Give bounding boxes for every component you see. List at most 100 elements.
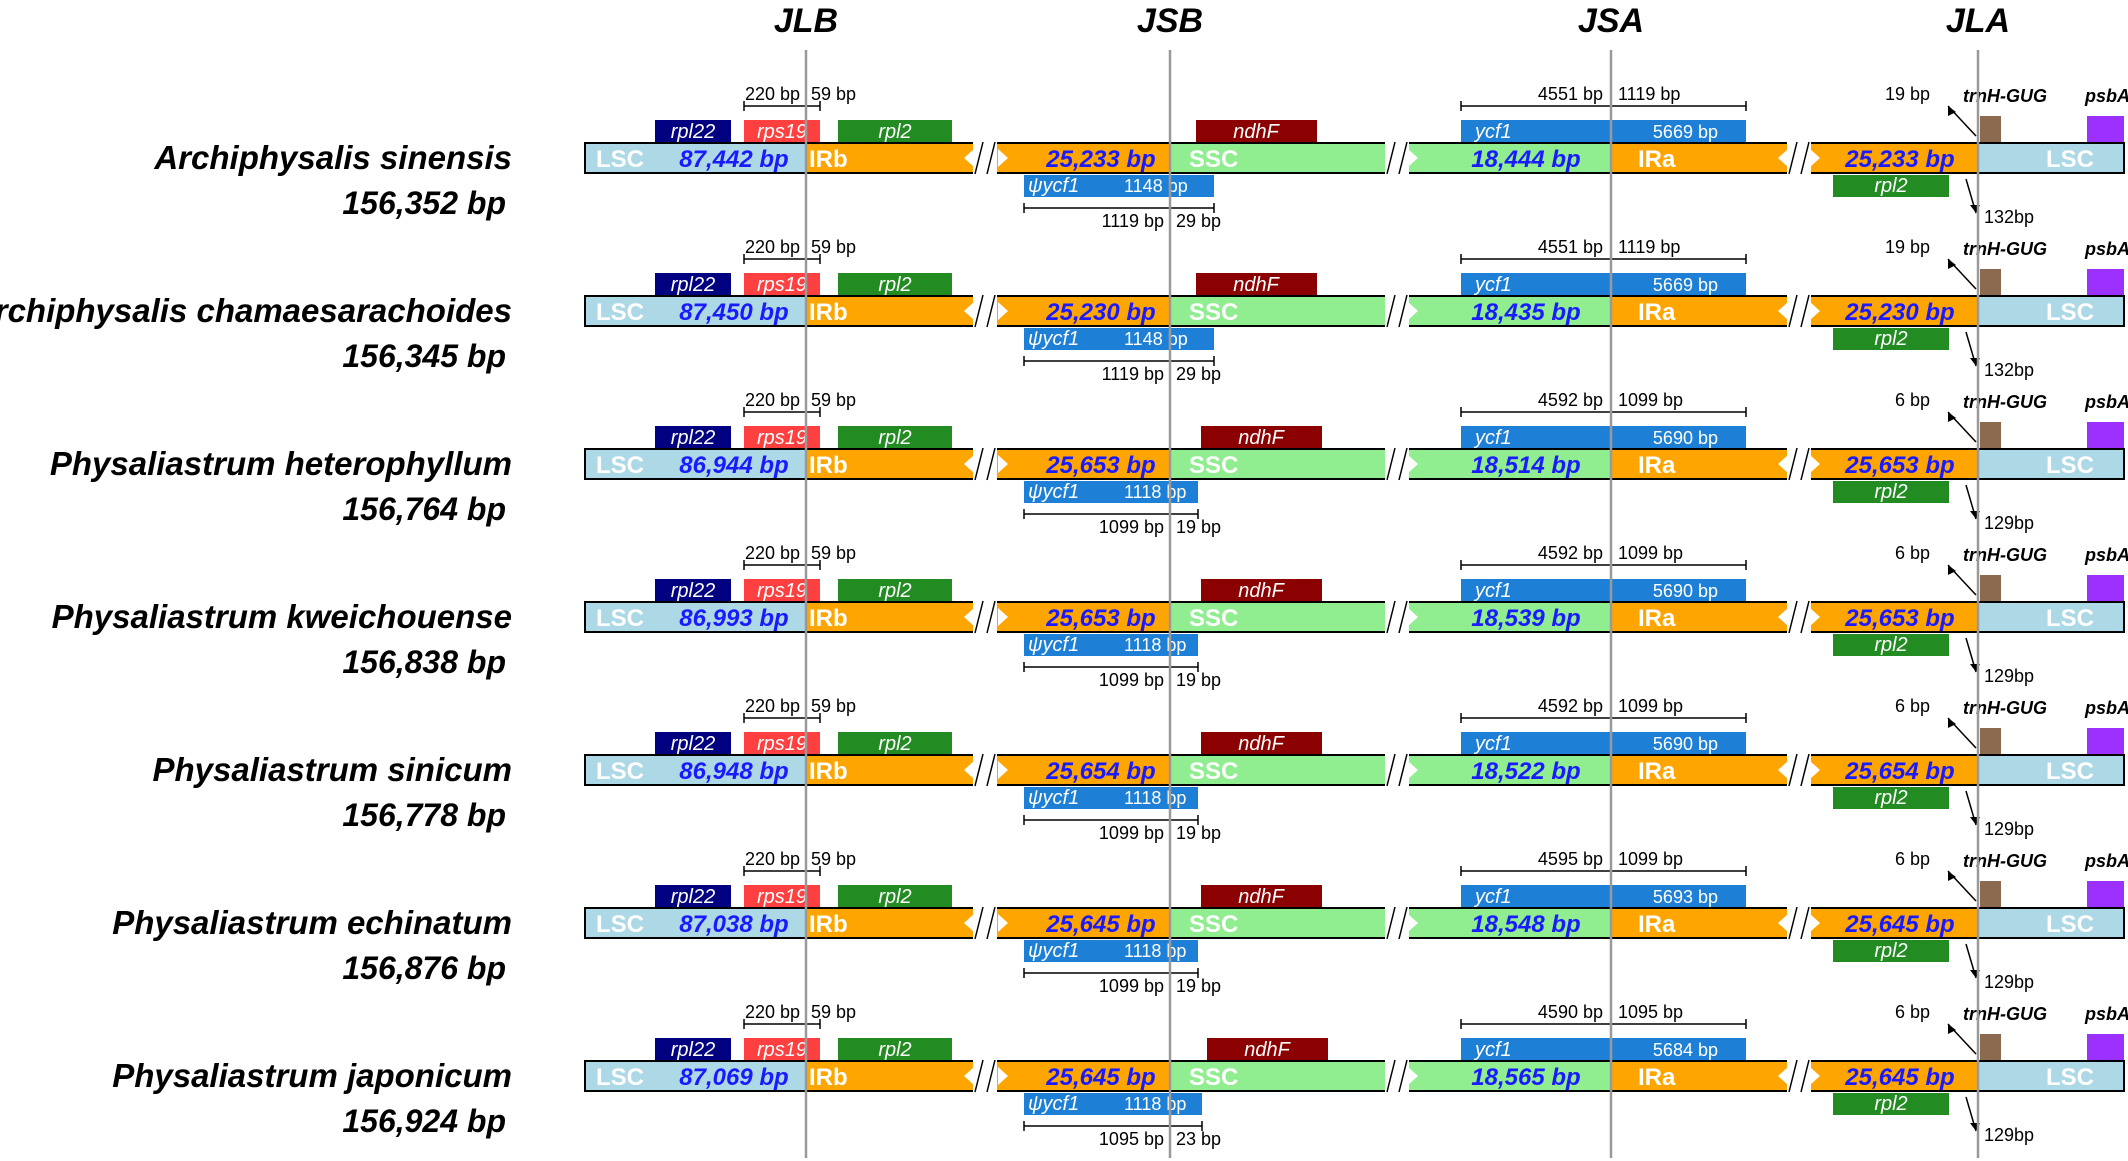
jsb-left-length: 1119 bp	[1102, 364, 1164, 384]
jsb-right-length: 19 bp	[1176, 823, 1221, 843]
species-name: Physaliastrum kweichouense	[52, 598, 512, 635]
genome-length: 156,876 bp	[342, 950, 506, 986]
species-name: Physaliastrum sinicum	[153, 751, 512, 788]
species-name: Physaliastrum echinatum	[112, 904, 512, 941]
trnH-distance: 6 bp	[1895, 390, 1930, 410]
irb-arrow-left	[964, 302, 974, 320]
break-ira-slash-1	[1788, 1059, 1798, 1093]
jsa-left-length: 4551 bp	[1538, 237, 1603, 257]
ndhF-label: ndhF	[1238, 886, 1285, 908]
jlb-left-length: 220 bp	[745, 543, 800, 563]
psbA-label: psbA	[2084, 239, 2128, 259]
ira-label: IRa	[1638, 605, 1676, 632]
lsc-label: LSC	[596, 758, 644, 785]
lsc-label: LSC	[596, 1064, 644, 1091]
break-irb-slash-2	[986, 753, 996, 787]
ycf1-gene	[1461, 732, 1746, 754]
break-ssc-slash-2	[1398, 447, 1408, 481]
ycf1-gene	[1461, 426, 1746, 448]
lsc-label: LSC	[596, 299, 644, 326]
rps19-label: rps19	[757, 886, 807, 908]
species-name: Physaliastrum heterophyllum	[50, 445, 512, 482]
ira-arrow-left	[1778, 761, 1788, 779]
rpl2-gene	[838, 120, 952, 142]
ssc-arrow	[1408, 761, 1418, 779]
trnH-gene	[1980, 269, 2001, 295]
irb-arrow-right	[998, 608, 1008, 626]
rpl2-label: rpl2	[878, 733, 911, 755]
ssc-arrow	[1408, 1067, 1418, 1085]
jsa-right-length: 1099 bp	[1618, 390, 1683, 410]
ycf1-length: 5690 bp	[1653, 734, 1718, 754]
lsc-length: 87,069 bp	[679, 1064, 788, 1091]
rpl2-gene-ira	[1833, 940, 1949, 962]
rps19-label: rps19	[757, 427, 807, 449]
rpl2-ira-label: rpl2	[1874, 1093, 1907, 1115]
trnH-pointer-head	[1948, 412, 1956, 422]
irb-arrow-right	[998, 761, 1008, 779]
junction-lines	[804, 50, 1980, 1158]
lsc-segment-end	[1977, 1060, 2125, 1092]
rpl2-gene	[838, 732, 952, 754]
ira-label: IRa	[1638, 299, 1676, 326]
rpl2-distance: 129bp	[1984, 972, 2034, 992]
trnH-label: trnH-GUG	[1963, 239, 2047, 259]
ira-segment-left	[1610, 1060, 1791, 1092]
jsa-left-length: 4592 bp	[1538, 696, 1603, 716]
rpl2-ira-label: rpl2	[1874, 634, 1907, 656]
break-irb-slash-1	[974, 906, 984, 940]
ira-length: 25,645 bp	[1844, 1064, 1954, 1091]
ndhF-label: ndhF	[1233, 274, 1280, 296]
psbA-gene	[2087, 575, 2124, 601]
ssc-label: SSC	[1189, 758, 1238, 785]
trnH-gene	[1980, 728, 2001, 754]
ycf1-gene	[1461, 1038, 1746, 1060]
ssc-segment-right	[1405, 142, 1612, 174]
ycf1-length: 5693 bp	[1653, 887, 1718, 907]
ira-label: IRa	[1638, 452, 1676, 479]
ira-arrow-right	[1810, 914, 1820, 932]
lsc-segment	[584, 601, 807, 633]
genome-length: 156,838 bp	[342, 644, 506, 680]
trnH-gene	[1980, 1034, 2001, 1060]
genome-length: 156,345 bp	[342, 338, 506, 374]
jsa-left-length: 4590 bp	[1538, 1002, 1603, 1022]
jlb-left-length: 220 bp	[745, 1002, 800, 1022]
lsc-segment	[584, 754, 807, 786]
rpl2-label: rpl2	[878, 886, 911, 908]
trnH-distance: 19 bp	[1885, 84, 1930, 104]
break-irb-slash-1	[974, 600, 984, 634]
psi-ycf1-label: ψycf1	[1028, 175, 1079, 197]
irb-segment-left	[805, 754, 977, 786]
rpl22-gene	[655, 885, 731, 907]
ssc-segment-left	[1169, 1060, 1389, 1092]
irb-arrow-right	[998, 455, 1008, 473]
psi-ycf1-length: 1118 bp	[1124, 788, 1186, 808]
break-ssc-slash-2	[1398, 1059, 1408, 1093]
break-ssc-slash-1	[1386, 1059, 1396, 1093]
trnH-label: trnH-GUG	[1963, 851, 2047, 871]
jsa-left-length: 4592 bp	[1538, 390, 1603, 410]
rps19-label: rps19	[757, 733, 807, 755]
ira-segment-right	[1807, 907, 1979, 939]
psi-ycf1-length: 1148 bp	[1124, 329, 1188, 349]
trnH-gene	[1980, 422, 2001, 448]
rpl22-gene	[655, 273, 731, 295]
ira-label: IRa	[1638, 1064, 1676, 1091]
jsa-right-length: 1095 bp	[1618, 1002, 1683, 1022]
species-name: Archiphysalis sinensis	[153, 139, 512, 176]
trnH-pointer-head	[1948, 718, 1956, 728]
jsa-left-length: 4592 bp	[1538, 543, 1603, 563]
break-ssc-slash-1	[1386, 447, 1396, 481]
rpl2-ira-label: rpl2	[1874, 175, 1907, 197]
lsc-end-label: LSC	[2046, 605, 2094, 632]
ndhF-gene	[1201, 732, 1322, 754]
ycf1-length: 5684 bp	[1653, 1040, 1718, 1060]
psbA-label: psbA	[2084, 545, 2128, 565]
ssc-segment-left	[1169, 295, 1389, 327]
rpl2-gene-ira	[1833, 175, 1949, 197]
break-irb-slash-2	[986, 906, 996, 940]
ira-length: 25,654 bp	[1844, 758, 1954, 785]
ssc-arrow	[1408, 608, 1418, 626]
